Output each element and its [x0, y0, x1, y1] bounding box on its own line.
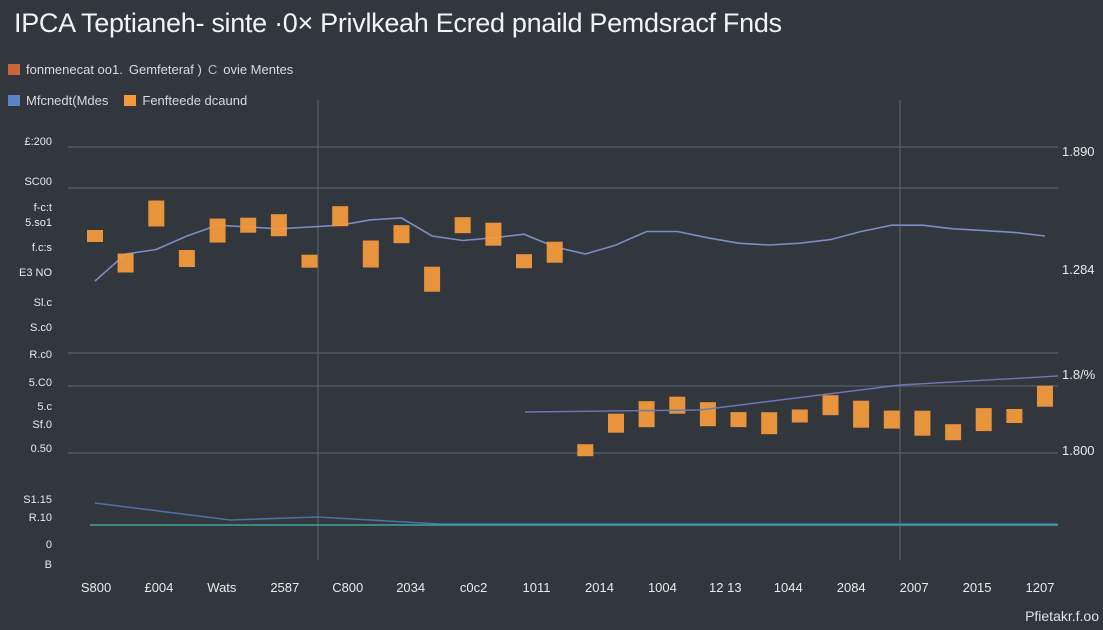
x-tick-label: c0c2 [460, 580, 487, 595]
y-tick-label-right: 1.800 [1062, 443, 1095, 458]
legend-swatch-orange [8, 64, 20, 75]
y-tick-label: £:200 [24, 136, 52, 148]
x-tick-label: 1011 [523, 580, 551, 595]
series-bar [270, 214, 287, 237]
corner-label: Pfietakr.f.oo [1025, 608, 1099, 624]
series-bar [883, 410, 900, 429]
y-tick-label: R.10 [29, 512, 52, 524]
legend-swatch-blue [8, 95, 20, 106]
series-bar [301, 254, 318, 268]
y-tick-label: Sf.0 [32, 419, 52, 431]
series-bar [1037, 385, 1053, 407]
x-tick-label: C800 [332, 580, 363, 595]
x-tick-label: 2007 [900, 580, 929, 595]
y-tick-label: S.c0 [30, 322, 52, 334]
series-line-mid [524, 375, 1059, 413]
series-bar [669, 396, 686, 414]
x-tick-label: 2014 [585, 580, 614, 595]
y-tick-label: 5.so1 [25, 217, 52, 229]
x-tick-label: 2034 [396, 580, 425, 595]
y-tick-label: R.c0 [29, 349, 52, 361]
y-tick-label-right: 1.890 [1062, 144, 1095, 159]
legend-label: Fenfteede dcaund [142, 93, 248, 108]
y-tick-label: 0 [46, 539, 52, 551]
y-tick-label: 0.50 [31, 443, 52, 455]
y-tick-label: 5.C0 [29, 377, 52, 389]
legend-label: ovie Mentes [223, 62, 294, 77]
series-bar [608, 413, 624, 433]
x-tick-label: S800 [81, 580, 111, 595]
series-bar [148, 200, 165, 227]
series-line-upper [94, 217, 1046, 282]
y-tick-label: 5.c [37, 401, 52, 413]
legend-label: C [207, 62, 218, 77]
series-line-lower [94, 502, 1058, 525]
series-bar [117, 253, 134, 273]
series-bar [209, 218, 226, 243]
legend-label: Gemfeteraf ) [128, 62, 202, 77]
series-bar [454, 217, 471, 234]
series-bar [546, 241, 563, 263]
series-bar [699, 402, 716, 427]
y-tick-label: S1.15 [23, 494, 52, 506]
legend-row-2: Mfcnedt(Mdes Fenfteede dcaund [8, 93, 247, 108]
x-tick-label: 2015 [963, 580, 992, 595]
series-bar [730, 412, 747, 428]
series-bar [485, 222, 502, 246]
series-bar [975, 408, 992, 432]
series-bar [853, 400, 870, 428]
series-bar [393, 225, 410, 244]
series-bar [945, 424, 962, 441]
y-tick-label: E3 NO [19, 267, 52, 279]
y-tick-label: SC00 [24, 176, 52, 188]
x-tick-label: Wats [207, 580, 237, 595]
legend-swatch-orange [124, 95, 137, 106]
x-tick-label: 1044 [774, 580, 803, 595]
series-bar [332, 206, 349, 227]
series-bar [424, 266, 441, 292]
series-bar [638, 401, 655, 428]
series-bar [914, 410, 931, 436]
series-bar [516, 254, 532, 269]
y-tick-label-right: 1.8/% [1062, 367, 1096, 382]
series-bar [240, 217, 257, 233]
series-bar [178, 250, 195, 267]
y-tick-label: f-c:t [34, 202, 52, 214]
y-tick-label: B [45, 559, 52, 571]
x-tick-label: 2084 [837, 580, 866, 595]
series-bar [87, 230, 103, 242]
y-tick-label-right: 1.284 [1062, 262, 1095, 277]
series-bar [1006, 409, 1023, 423]
y-tick-label: Sl.c [34, 297, 53, 309]
x-tick-label: 2587 [270, 580, 299, 595]
legend-label: Mfcnedt(Mdes [26, 93, 109, 108]
chart-title: IPCA Teptianeh- sinte ·0× Privlkeah Ecre… [14, 8, 782, 38]
series-bar [791, 409, 808, 423]
legend-row-1: fonmenecat oo1. Gemfeteraf ) C ovie Ment… [8, 62, 293, 77]
legend-label: fonmenecat oo1. [26, 62, 123, 77]
x-tick-label: 1004 [648, 580, 677, 595]
y-tick-label: f.c:s [32, 242, 53, 254]
series-bar [362, 240, 379, 268]
x-tick-label: £004 [144, 580, 173, 595]
series-bar [577, 444, 594, 457]
series-bar [761, 412, 778, 435]
x-tick-label: 1207 [1026, 580, 1055, 595]
series-bar [822, 395, 839, 416]
x-tick-label: 12 13 [709, 580, 742, 595]
